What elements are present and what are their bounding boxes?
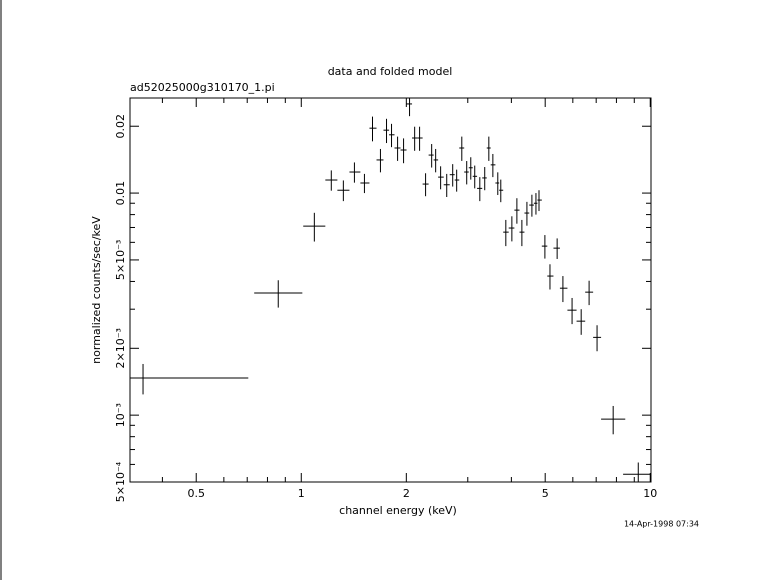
y-tick-label: 5×10⁻³ bbox=[114, 240, 127, 280]
y-axis-label: normalized counts/sec/keV bbox=[90, 216, 103, 364]
plot-frame bbox=[129, 97, 652, 483]
chart-subtitle: ad52025000g310170_1.pi bbox=[130, 81, 275, 94]
y-tick-label: 0.01 bbox=[114, 181, 127, 206]
chart-title: data and folded model bbox=[328, 65, 453, 78]
x-tick-label: 0.5 bbox=[187, 487, 205, 500]
x-axis-label: channel energy (keV) bbox=[339, 504, 457, 517]
x-tick-label: 2 bbox=[403, 487, 410, 500]
y-tick-label: 2×10⁻³ bbox=[114, 328, 127, 368]
y-tick-label: 10⁻³ bbox=[114, 403, 127, 427]
timestamp: 14-Apr-1998 07:34 bbox=[624, 520, 699, 529]
x-tick-label: 5 bbox=[542, 487, 549, 500]
y-tick-label: 5×10⁻⁴ bbox=[114, 461, 127, 502]
x-tick-label: 1 bbox=[298, 487, 305, 500]
y-tick-label: 0.02 bbox=[114, 114, 127, 139]
x-tick-label: 10 bbox=[643, 487, 657, 500]
data-area bbox=[130, 98, 651, 482]
